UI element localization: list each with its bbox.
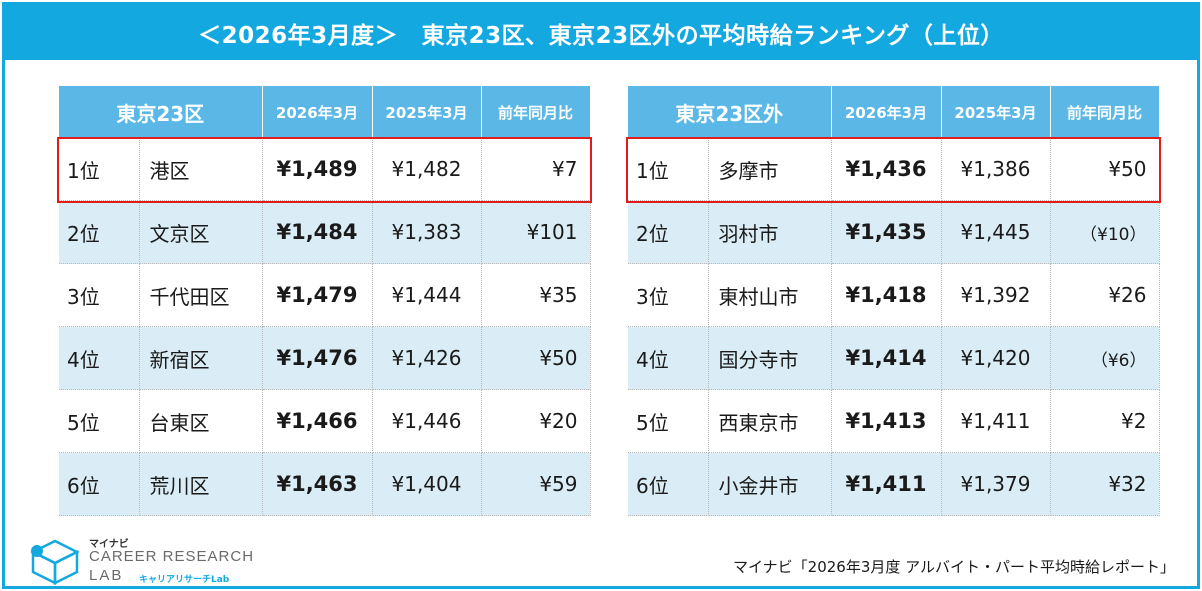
previous-wage-cell: ¥1,444 [372,263,482,327]
area-name-cell: 東村山市 [708,263,832,327]
table-header-row: 東京23区 2026年3月 2025年3月 前年同月比 [59,86,591,138]
yoy-cell: ¥50 [1050,138,1160,201]
header-area: 東京23区外 [628,86,832,138]
logo-lab-text: LAB [89,567,124,584]
current-wage-cell: ¥1,489 [262,138,373,201]
area-name-cell: 新宿区 [139,326,263,390]
previous-wage-cell: ¥1,445 [941,200,1051,264]
rank-cell: 2位 [59,200,140,264]
table-row: 4位 国分寺市 ¥1,414 ¥1,420 （¥6） [628,326,1160,390]
area-name-cell: 多摩市 [708,138,832,201]
yoy-cell: ¥101 [481,200,591,264]
logo-career-research-text: CAREER RESEARCH [89,548,255,565]
rank-cell: 1位 [59,138,140,201]
previous-wage-cell: ¥1,426 [372,326,482,390]
table-row: 2位 文京区 ¥1,484 ¥1,383 ¥101 [59,200,591,264]
area-name-cell: 西東京市 [708,389,832,453]
career-research-lab-logo: マイナビ CAREER RESEARCH LAB キャリアリサーチLab [27,533,277,589]
rank-cell: 5位 [59,389,140,453]
previous-wage-cell: ¥1,482 [372,138,482,201]
table-row: 3位 東村山市 ¥1,418 ¥1,392 ¥26 [628,263,1160,327]
area-name-cell: 台東区 [139,389,263,453]
area-name-cell: 羽村市 [708,200,832,264]
current-wage-cell: ¥1,484 [262,200,373,264]
area-name-cell: 文京区 [139,200,263,264]
previous-wage-cell: ¥1,411 [941,389,1051,453]
current-wage-cell: ¥1,436 [831,138,942,201]
logo-kana-text: キャリアリサーチLab [139,575,230,585]
previous-wage-cell: ¥1,386 [941,138,1051,201]
outside-tokyo23-ranking-table: 東京23区外 2026年3月 2025年3月 前年同月比 1位 多摩市 ¥1,4… [628,86,1160,516]
current-wage-cell: ¥1,466 [262,389,373,453]
header-previous: 2025年3月 [372,86,482,138]
current-wage-cell: ¥1,476 [262,326,373,390]
logo-mynavi-text: マイナビ [89,539,129,550]
table-row: 6位 小金井市 ¥1,411 ¥1,379 ¥32 [628,452,1160,516]
previous-wage-cell: ¥1,383 [372,200,482,264]
area-name-cell: 港区 [139,138,263,201]
table-row: 5位 台東区 ¥1,466 ¥1,446 ¥20 [59,389,591,453]
yoy-cell: ¥20 [481,389,591,453]
previous-wage-cell: ¥1,446 [372,389,482,453]
previous-wage-cell: ¥1,420 [941,326,1051,390]
rank-cell: 6位 [628,452,709,516]
rank-cell: 3位 [628,263,709,327]
rank-cell: 3位 [59,263,140,327]
current-wage-cell: ¥1,463 [262,452,373,516]
yoy-negative-cell: （¥10） [1050,200,1160,264]
yoy-cell: ¥26 [1050,263,1160,327]
current-wage-cell: ¥1,414 [831,326,942,390]
table-row: 4位 新宿区 ¥1,476 ¥1,426 ¥50 [59,326,591,390]
area-name-cell: 荒川区 [139,452,263,516]
header-current: 2026年3月 [262,86,373,138]
area-name-cell: 小金井市 [708,452,832,516]
current-wage-cell: ¥1,479 [262,263,373,327]
header-yoy: 前年同月比 [481,86,591,138]
previous-wage-cell: ¥1,392 [941,263,1051,327]
previous-wage-cell: ¥1,379 [941,452,1051,516]
tokyo23-ranking-table: 東京23区 2026年3月 2025年3月 前年同月比 1位 港区 ¥1,489… [59,86,591,516]
current-wage-cell: ¥1,413 [831,389,942,453]
area-name-cell: 千代田区 [139,263,263,327]
yoy-cell: ¥50 [481,326,591,390]
yoy-cell: ¥32 [1050,452,1160,516]
table-row: 2位 羽村市 ¥1,435 ¥1,445 （¥10） [628,200,1160,264]
yoy-cell: ¥59 [481,452,591,516]
area-name-cell: 国分寺市 [708,326,832,390]
header-area: 東京23区 [59,86,263,138]
rank-cell: 4位 [628,326,709,390]
table-row: 6位 荒川区 ¥1,463 ¥1,404 ¥59 [59,452,591,516]
table-row: 1位 港区 ¥1,489 ¥1,482 ¥7 [59,138,591,201]
rank-cell: 5位 [628,389,709,453]
previous-wage-cell: ¥1,404 [372,452,482,516]
cube-logo-icon [30,539,80,585]
table-row: 5位 西東京市 ¥1,413 ¥1,411 ¥2 [628,389,1160,453]
yoy-cell: ¥35 [481,263,591,327]
yoy-negative-cell: （¥6） [1050,326,1160,390]
current-wage-cell: ¥1,411 [831,452,942,516]
rank-cell: 2位 [628,200,709,264]
table-row: 1位 多摩市 ¥1,436 ¥1,386 ¥50 [628,138,1160,201]
rank-cell: 6位 [59,452,140,516]
header-yoy: 前年同月比 [1050,86,1160,138]
table-row: 3位 千代田区 ¥1,479 ¥1,444 ¥35 [59,263,591,327]
current-wage-cell: ¥1,418 [831,263,942,327]
yoy-cell: ¥2 [1050,389,1160,453]
rank-cell: 1位 [628,138,709,201]
yoy-cell: ¥7 [481,138,591,201]
source-citation: マイナビ「2026年3月度 アルバイト・パート平均時給レポート」 [732,558,1175,576]
current-wage-cell: ¥1,435 [831,200,942,264]
header-current: 2026年3月 [831,86,942,138]
page-title: ＜2026年3月度＞ 東京23区、東京23区外の平均時給ランキング（上位） [5,5,1197,60]
header-previous: 2025年3月 [941,86,1051,138]
table-header-row: 東京23区外 2026年3月 2025年3月 前年同月比 [628,86,1160,138]
rank-cell: 4位 [59,326,140,390]
